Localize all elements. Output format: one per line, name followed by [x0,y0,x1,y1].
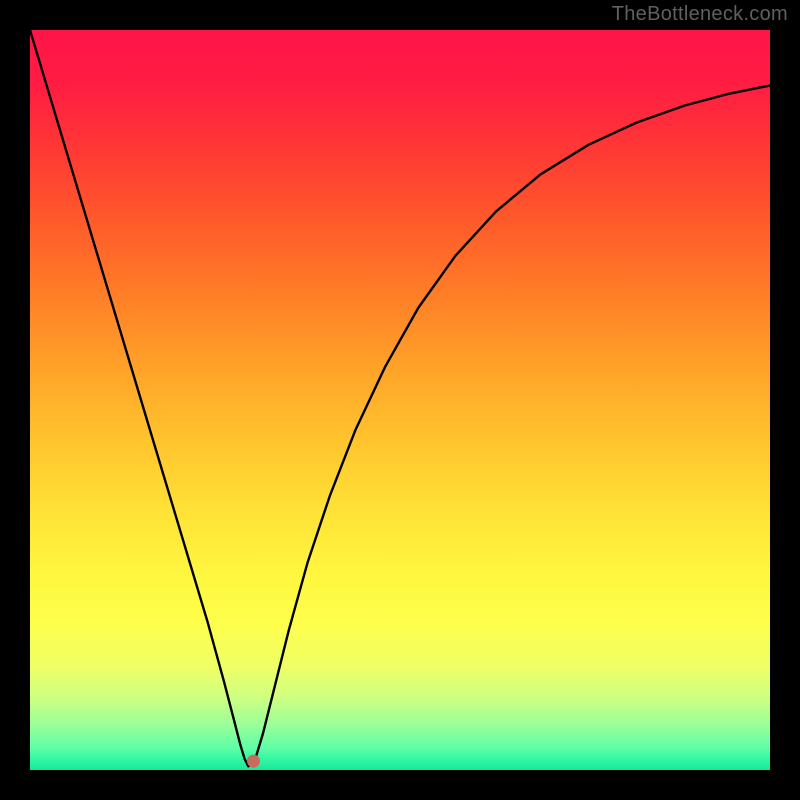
plot-area [30,30,770,770]
bottleneck-curve [30,30,770,766]
curve-overlay [30,30,770,770]
minimum-marker [247,755,260,768]
watermark-text: TheBottleneck.com [612,3,788,26]
